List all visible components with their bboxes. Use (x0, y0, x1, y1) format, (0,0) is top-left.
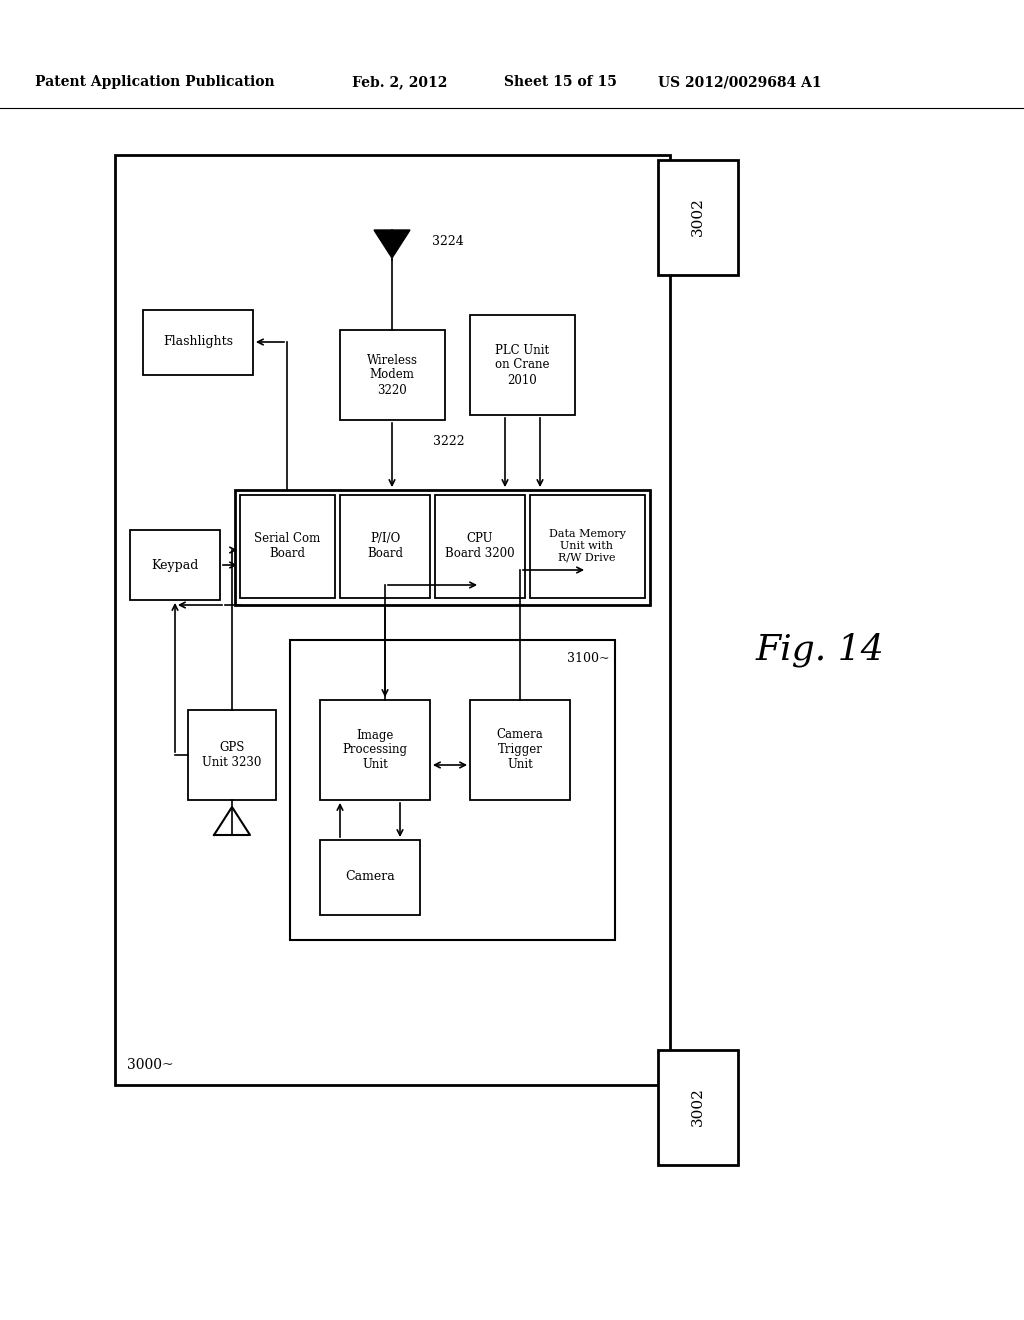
Bar (234, 490, 650, 605)
Text: Sheet 15 of 15: Sheet 15 of 15 (504, 75, 616, 88)
Bar (290, 640, 615, 940)
Text: GPS
Unit 3230: GPS Unit 3230 (203, 741, 262, 770)
Bar (470, 315, 575, 414)
Bar (319, 700, 430, 800)
Text: 3002: 3002 (691, 198, 705, 236)
Text: Serial Com
Board: Serial Com Board (254, 532, 321, 560)
Text: Flashlights: Flashlights (163, 335, 233, 348)
Bar (240, 495, 335, 598)
Bar (130, 531, 220, 601)
Text: Camera: Camera (345, 870, 395, 883)
Bar (188, 710, 276, 800)
Text: 3002: 3002 (691, 1088, 705, 1126)
Bar (143, 310, 253, 375)
Text: Image
Processing
Unit: Image Processing Unit (342, 729, 408, 771)
Text: 3224: 3224 (432, 235, 464, 248)
Bar (319, 840, 420, 915)
Text: 3222: 3222 (433, 436, 465, 447)
Text: Wireless
Modem
3220: Wireless Modem 3220 (367, 354, 418, 396)
Text: US 2012/0029684 A1: US 2012/0029684 A1 (658, 75, 822, 88)
Bar (435, 495, 525, 598)
Bar (658, 1049, 738, 1166)
Bar (530, 495, 645, 598)
Bar (340, 495, 430, 598)
Bar (115, 154, 670, 1085)
Text: 3000~: 3000~ (127, 1059, 173, 1072)
Polygon shape (374, 230, 410, 257)
Text: CPU
Board 3200: CPU Board 3200 (445, 532, 515, 560)
Text: P/I/O
Board: P/I/O Board (367, 532, 403, 560)
Text: Feb. 2, 2012: Feb. 2, 2012 (352, 75, 447, 88)
Bar (658, 160, 738, 275)
Bar (340, 330, 445, 420)
Text: Patent Application Publication: Patent Application Publication (35, 75, 274, 88)
Text: PLC Unit
on Crane
2010: PLC Unit on Crane 2010 (495, 343, 549, 387)
Text: Data Memory
Unit with
R/W Drive: Data Memory Unit with R/W Drive (549, 529, 626, 562)
Text: Fig. 14: Fig. 14 (756, 632, 885, 667)
Text: 3100~: 3100~ (567, 652, 610, 665)
Text: Camera
Trigger
Unit: Camera Trigger Unit (497, 729, 544, 771)
Bar (470, 700, 570, 800)
Text: Keypad: Keypad (152, 558, 199, 572)
